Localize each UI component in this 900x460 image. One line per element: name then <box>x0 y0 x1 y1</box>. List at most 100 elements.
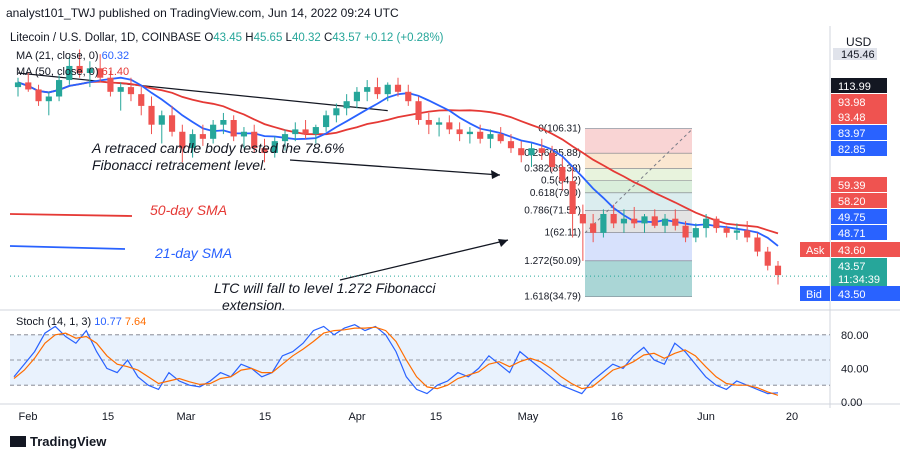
fib-zone <box>585 168 692 181</box>
ma50-label: MA (50, close, 0) <box>16 66 99 78</box>
candle-body <box>189 134 196 149</box>
price-tag-bg <box>831 242 900 257</box>
candle-body <box>744 230 751 238</box>
candle-body <box>56 80 63 97</box>
candle-body <box>569 181 576 214</box>
low-value: 40.32 <box>291 32 321 44</box>
candle-body <box>641 216 648 224</box>
candle-body <box>117 87 124 92</box>
fib-label: 1(62.11) <box>544 228 581 239</box>
candle-body <box>507 141 515 149</box>
price-tag-value: 58.20 <box>838 196 866 208</box>
stoch-d-value: 7.64 <box>124 316 147 328</box>
arrow-retrace-head <box>491 170 500 179</box>
price-tag-bg <box>831 78 887 93</box>
fib-zone <box>585 260 692 297</box>
candle-body <box>620 218 628 224</box>
fib-label: 1.618(34.79) <box>524 292 581 303</box>
candle-body <box>528 148 535 156</box>
stoch-k-line <box>13 324 779 395</box>
price-tick-bg <box>833 48 877 60</box>
stoch-legend[interactable]: Stoch (14, 1, 3) 10.77 7.64 <box>16 316 146 328</box>
candle-body <box>590 223 597 233</box>
price-tag-side-label: Ask <box>806 245 825 257</box>
candle-body <box>76 65 83 73</box>
price-tag-bg <box>831 193 887 208</box>
annotation-sma50: 50-day SMA <box>150 202 228 218</box>
candle-body <box>774 265 782 276</box>
candle-body <box>754 237 761 252</box>
candle-body <box>559 167 566 182</box>
stoch-k-value: 10.77 <box>94 316 122 328</box>
tv-logo-icon <box>10 436 26 447</box>
candle-body <box>682 225 689 238</box>
price-tag-bg <box>831 225 887 240</box>
price-tag-value: 59.39 <box>838 180 866 192</box>
currency-label: USD <box>846 35 872 49</box>
candle-body <box>35 89 42 102</box>
candle-body <box>86 68 93 73</box>
x-tick: Apr <box>348 411 365 423</box>
stoch-d-line <box>13 326 779 396</box>
candle-body <box>661 218 669 226</box>
fib-zone <box>585 153 692 169</box>
candle-body <box>733 230 740 233</box>
candle-body <box>477 131 484 139</box>
price-tag-value: 82.85 <box>838 144 866 156</box>
sma50-legend-line <box>9 213 133 217</box>
fib-label: 0.5(84.2) <box>541 176 581 187</box>
candle-body <box>723 228 730 233</box>
open-label: O <box>204 32 214 44</box>
fib-label: 1.272(50.09) <box>524 256 581 267</box>
stoch-y-tick: 40.00 <box>841 363 869 375</box>
candle-body <box>271 141 278 153</box>
candle-body <box>456 129 463 135</box>
annotation-retrace-line2: Fibonacci retracement level. <box>92 157 268 173</box>
change-value: +0.12 (+0.28%) <box>364 32 444 44</box>
candle-body <box>220 120 227 125</box>
candle-body <box>672 218 679 226</box>
publish-text: analyst101_TWJ published on TradingView.… <box>6 6 399 20</box>
ma21-value: 60.32 <box>101 50 130 62</box>
stoch-label: Stoch (14, 1, 3) <box>16 316 92 328</box>
candle-body <box>364 87 371 92</box>
price-tag-value: 43.57 <box>838 261 866 273</box>
price-tag-side-label: Bid <box>806 289 822 301</box>
candle-body <box>66 65 73 81</box>
price-tag-value: 49.75 <box>838 212 866 224</box>
candle-body <box>343 101 350 109</box>
x-tick: May <box>518 411 539 423</box>
price-tag-value: 48.71 <box>838 228 866 240</box>
x-tick: 20 <box>786 411 798 423</box>
candle-body <box>14 82 22 88</box>
candle-body <box>466 131 473 135</box>
symbol-name: Litecoin / U.S. Dollar, 1D, COINBASE <box>10 32 202 44</box>
candle-body <box>394 84 402 92</box>
candle-body <box>518 148 525 156</box>
candle-body <box>384 84 391 95</box>
high-value: 45.65 <box>253 32 283 44</box>
price-tag-bg <box>831 258 887 286</box>
price-tag-bg <box>831 109 887 124</box>
x-tick: 15 <box>430 411 442 423</box>
x-tick: 15 <box>259 411 271 423</box>
candle-body <box>692 228 699 238</box>
ma21-legend[interactable]: MA (21, close, 0) 60.32 <box>16 50 129 62</box>
ma50-legend[interactable]: MA (50, close, 0) 61.40 <box>16 66 129 78</box>
candle-body <box>323 115 330 128</box>
price-tag-bg <box>831 125 887 140</box>
candle-body <box>353 91 360 102</box>
annotation-sma21: 21-day SMA <box>155 245 233 261</box>
candle-body <box>127 87 135 95</box>
candle-body <box>199 134 206 139</box>
candle-body <box>713 218 720 229</box>
fib-label: 0(106.31) <box>538 124 581 135</box>
candle-body <box>631 218 638 224</box>
candle-body <box>281 134 289 142</box>
sma21-legend-line <box>9 245 126 250</box>
arrow-fall <box>339 239 509 281</box>
candle-body <box>107 77 114 92</box>
candle-body <box>292 129 299 135</box>
candle-body <box>148 105 155 125</box>
